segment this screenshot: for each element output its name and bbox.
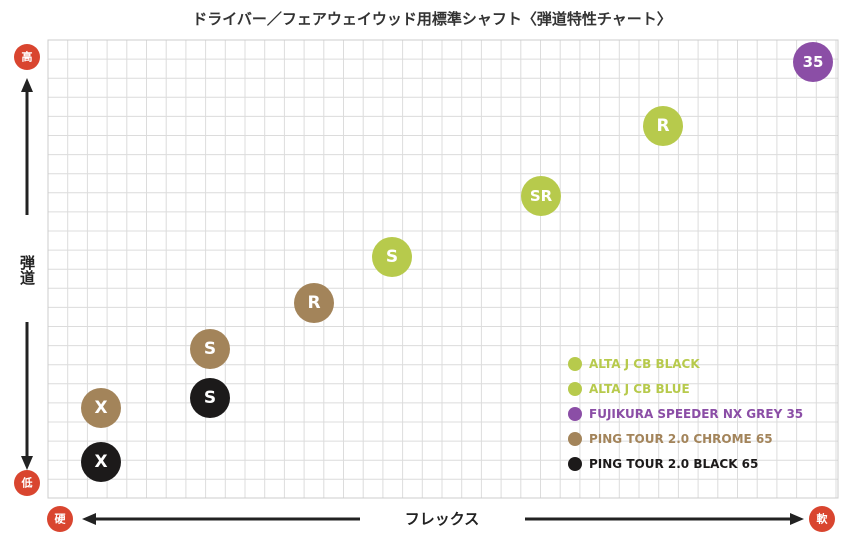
x-right: 軟 bbox=[817, 512, 829, 526]
point-label: S bbox=[204, 339, 216, 359]
arrow-head bbox=[21, 78, 33, 92]
axis-badge bbox=[809, 506, 835, 532]
legend-dot bbox=[568, 432, 582, 446]
point-label: X bbox=[94, 452, 107, 472]
point bbox=[372, 237, 412, 277]
x-axis: 硬 軟 bbox=[47, 506, 835, 532]
chart-title: ドライバー／フェアウェイウッド用標準シャフト〈弾道特性チャート〉 bbox=[192, 10, 672, 28]
legend-label: FUJIKURA SPEEDER NX GREY 35 bbox=[589, 407, 803, 421]
point bbox=[190, 329, 230, 369]
point-label: S bbox=[386, 247, 398, 267]
point bbox=[294, 283, 334, 323]
point-label: R bbox=[656, 116, 669, 136]
axis-badge bbox=[14, 470, 40, 496]
arrow-head bbox=[21, 456, 33, 470]
y-label: 弾道 bbox=[18, 254, 36, 285]
arrow-head bbox=[82, 513, 96, 525]
axis-badge bbox=[47, 506, 73, 532]
grid bbox=[47, 39, 838, 498]
axis-badge bbox=[14, 44, 40, 70]
legend: ALTA J CB BLACK ALTA J CB BLUE FUJIKURA SP… bbox=[568, 357, 803, 471]
point-label: SR bbox=[530, 187, 553, 205]
x-left: 硬 bbox=[55, 513, 67, 526]
point bbox=[521, 176, 561, 216]
legend-label: ALTA J CB BLUE bbox=[589, 382, 690, 396]
y-bottom: 低 bbox=[21, 476, 33, 490]
y-top: 高 bbox=[22, 50, 33, 64]
legend-label: PING TOUR 2.0 CHROME 65 bbox=[589, 432, 773, 446]
legend-dot bbox=[568, 457, 582, 471]
arrow-head bbox=[790, 513, 804, 525]
point bbox=[81, 442, 121, 482]
point-label: 35 bbox=[803, 53, 824, 71]
plot-border bbox=[47, 39, 839, 499]
point bbox=[81, 388, 121, 428]
point-label: R bbox=[307, 293, 320, 313]
point bbox=[190, 378, 230, 418]
point bbox=[793, 42, 833, 82]
legend-label: PING TOUR 2.0 BLACK 65 bbox=[589, 457, 758, 471]
legend-dot bbox=[568, 382, 582, 396]
y-axis: 高 低 bbox=[14, 44, 40, 496]
point-label: X bbox=[94, 398, 107, 418]
legend-dot bbox=[568, 407, 582, 421]
point bbox=[643, 106, 683, 146]
legend-dot bbox=[568, 357, 582, 371]
x-label: フレックス bbox=[405, 510, 480, 528]
point-label: S bbox=[204, 388, 216, 408]
y-arrows bbox=[21, 78, 804, 525]
legend-label: ALTA J CB BLACK bbox=[589, 357, 700, 371]
